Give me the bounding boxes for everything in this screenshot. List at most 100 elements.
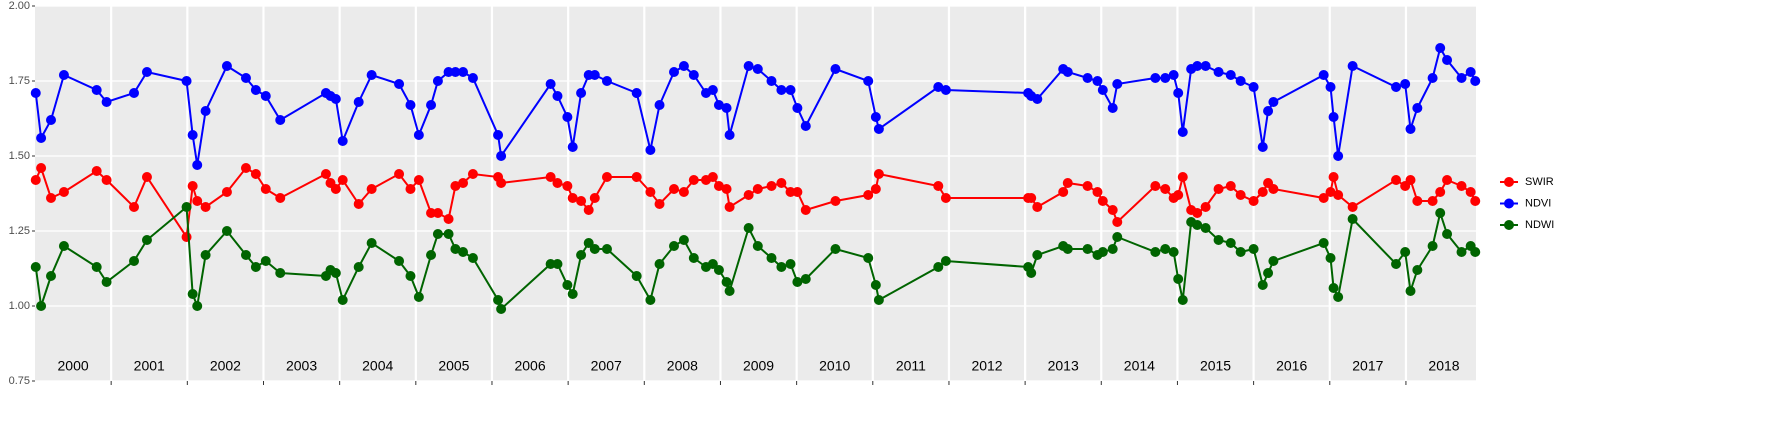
point xyxy=(129,202,140,212)
point xyxy=(1082,244,1093,254)
point xyxy=(589,244,600,254)
point xyxy=(1456,247,1467,257)
point xyxy=(870,112,881,122)
point xyxy=(645,187,656,197)
point xyxy=(1160,244,1171,254)
point xyxy=(394,169,405,179)
point xyxy=(873,295,884,305)
point xyxy=(1318,70,1329,80)
year-label: 2005 xyxy=(438,358,469,374)
point xyxy=(405,184,416,194)
point xyxy=(1318,193,1329,203)
point xyxy=(1405,124,1416,134)
point xyxy=(1107,205,1118,215)
point xyxy=(200,106,211,116)
point xyxy=(940,256,951,266)
point xyxy=(713,265,724,275)
point xyxy=(776,85,787,95)
point xyxy=(1177,295,1188,305)
point xyxy=(1160,184,1171,194)
year-label: 2013 xyxy=(1048,358,1079,374)
point xyxy=(1082,73,1093,83)
point xyxy=(405,271,416,281)
point xyxy=(1082,181,1093,191)
point xyxy=(330,94,341,104)
point xyxy=(707,85,718,95)
point xyxy=(1112,232,1123,242)
point xyxy=(250,169,261,179)
point xyxy=(1062,178,1073,188)
point xyxy=(1248,196,1259,206)
point xyxy=(432,229,443,239)
point xyxy=(426,208,437,218)
point xyxy=(353,97,364,107)
point xyxy=(496,304,507,314)
point xyxy=(413,130,424,140)
point xyxy=(863,76,874,86)
point xyxy=(1442,55,1453,65)
point xyxy=(1062,244,1073,254)
point xyxy=(688,70,699,80)
point xyxy=(275,193,286,203)
point xyxy=(493,130,504,140)
year-label: 2004 xyxy=(362,358,393,374)
point xyxy=(1200,202,1211,212)
point xyxy=(320,169,331,179)
point xyxy=(353,262,364,272)
point xyxy=(1470,196,1481,206)
point xyxy=(766,76,777,86)
point xyxy=(1150,247,1161,257)
point xyxy=(30,175,41,185)
point xyxy=(583,238,594,248)
point xyxy=(1328,172,1339,182)
year-label: 2002 xyxy=(210,358,241,374)
point xyxy=(240,163,251,173)
point xyxy=(101,175,112,185)
point xyxy=(1456,73,1467,83)
point xyxy=(721,277,732,287)
point xyxy=(187,289,198,299)
point xyxy=(1192,61,1203,71)
point xyxy=(1268,256,1279,266)
point xyxy=(250,262,261,272)
point xyxy=(1465,187,1476,197)
point xyxy=(1150,73,1161,83)
point xyxy=(743,190,754,200)
point xyxy=(260,184,271,194)
point xyxy=(1032,202,1043,212)
point xyxy=(713,100,724,110)
point xyxy=(1347,214,1358,224)
point xyxy=(567,289,578,299)
point xyxy=(493,295,504,305)
year-label: 2001 xyxy=(134,358,165,374)
point xyxy=(688,253,699,263)
point xyxy=(260,91,271,101)
point xyxy=(654,199,665,209)
point xyxy=(496,151,507,161)
point xyxy=(1062,67,1073,77)
year-label: 2018 xyxy=(1428,358,1459,374)
point xyxy=(752,241,763,251)
point xyxy=(721,184,732,194)
point xyxy=(1268,97,1279,107)
point xyxy=(200,250,211,260)
point xyxy=(450,181,461,191)
point xyxy=(863,190,874,200)
point xyxy=(1427,73,1438,83)
point xyxy=(200,202,211,212)
point xyxy=(1465,67,1476,77)
point xyxy=(1391,175,1402,185)
series-line xyxy=(34,165,1477,240)
point xyxy=(1213,184,1224,194)
point xyxy=(545,172,556,182)
point xyxy=(567,193,578,203)
point xyxy=(1347,202,1358,212)
y-tick-label: 1.75 xyxy=(9,75,30,87)
point xyxy=(1225,181,1236,191)
point xyxy=(1032,94,1043,104)
point xyxy=(36,133,47,143)
point xyxy=(743,223,754,233)
point xyxy=(678,61,689,71)
point xyxy=(724,130,735,140)
point xyxy=(450,244,461,254)
